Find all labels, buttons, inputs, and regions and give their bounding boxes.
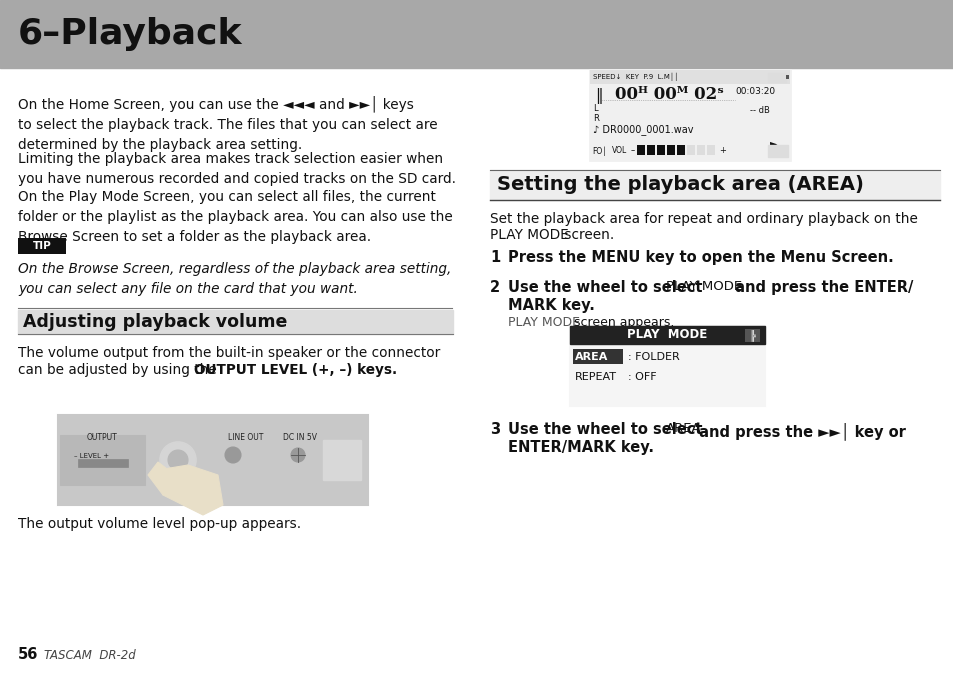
Text: Use the wheel to select: Use the wheel to select [507, 280, 707, 295]
Bar [490, 170, 939, 200]
Bar [697, 145, 704, 155]
Text: screen appears.: screen appears. [569, 316, 674, 329]
Text: ►: ► [769, 138, 777, 148]
Circle shape [168, 450, 188, 470]
Bar [706, 145, 714, 155]
Bar [767, 73, 785, 82]
Text: 1: 1 [490, 250, 499, 265]
Bar [0, 0, 953, 68]
Polygon shape [158, 465, 223, 515]
Text: ‖: ‖ [595, 88, 602, 104]
Text: VOL: VOL [612, 146, 626, 155]
Bar [573, 349, 622, 364]
Text: ♪ DR0000_0001.wav: ♪ DR0000_0001.wav [593, 124, 693, 135]
Circle shape [225, 447, 241, 463]
Text: ENTER/MARK key.: ENTER/MARK key. [507, 440, 654, 455]
Bar [78, 459, 128, 467]
Text: FO│: FO│ [592, 146, 606, 156]
Text: : FOLDER: : FOLDER [627, 352, 679, 362]
Text: Setting the playback area (AREA): Setting the playback area (AREA) [497, 175, 863, 194]
Text: 56: 56 [18, 647, 38, 662]
Circle shape [291, 448, 305, 462]
Text: LINE OUT: LINE OUT [228, 433, 263, 442]
Text: On the Browse Screen, regardless of the playback area setting,
you can select an: On the Browse Screen, regardless of the … [18, 262, 451, 296]
Text: –: – [630, 146, 635, 155]
Bar [785, 75, 788, 79]
Text: screen.: screen. [559, 228, 614, 242]
Text: MARK key.: MARK key. [507, 298, 595, 313]
Text: and press the ►►│ key or: and press the ►►│ key or [693, 422, 905, 440]
Bar [686, 145, 695, 155]
Bar [646, 145, 655, 155]
Bar [657, 145, 664, 155]
Text: 00:03:20: 00:03:20 [734, 87, 774, 96]
Text: DC IN 5V: DC IN 5V [283, 433, 316, 442]
Bar [60, 435, 145, 485]
Text: On the Home Screen, you can use the ◄◄◄ and ►►│ keys
to select the playback trac: On the Home Screen, you can use the ◄◄◄ … [18, 95, 437, 152]
Text: Adjusting playback volume: Adjusting playback volume [23, 313, 287, 331]
Text: 00ᴴ 00ᴹ 02ˢ: 00ᴴ 00ᴹ 02ˢ [615, 86, 723, 103]
Bar [744, 329, 760, 342]
Text: AREA: AREA [665, 422, 700, 435]
Bar [767, 145, 787, 157]
Text: and press the ENTER/: and press the ENTER/ [729, 280, 912, 295]
Text: Use the wheel to select: Use the wheel to select [507, 422, 707, 437]
Text: 6–Playback: 6–Playback [18, 17, 242, 51]
Polygon shape [148, 462, 172, 495]
Text: OUTPUT LEVEL (+, –) keys.: OUTPUT LEVEL (+, –) keys. [193, 363, 396, 377]
Bar [666, 145, 675, 155]
Text: PLAY MODE: PLAY MODE [665, 280, 741, 293]
Bar [58, 415, 368, 505]
Text: OUTPUT: OUTPUT [87, 433, 117, 442]
Text: REPEAT: REPEAT [575, 372, 617, 382]
Bar [323, 440, 360, 480]
Text: +: + [719, 146, 725, 155]
Bar [589, 70, 789, 160]
Text: Set the playback area for repeat and ordinary playback on the: Set the playback area for repeat and ord… [490, 212, 917, 226]
Text: SPEED↓  KEY  P.9  L.M││: SPEED↓ KEY P.9 L.M││ [593, 73, 678, 81]
Bar [589, 70, 789, 84]
Text: AREA: AREA [575, 352, 608, 362]
Text: 2: 2 [490, 280, 499, 295]
Text: – LEVEL +: – LEVEL + [74, 453, 109, 459]
Circle shape [160, 442, 195, 478]
Text: R: R [593, 114, 598, 123]
Text: can be adjusted by using the: can be adjusted by using the [18, 363, 221, 377]
Bar [18, 310, 453, 334]
Text: 3: 3 [490, 422, 499, 437]
Text: PLAY  MODE: PLAY MODE [626, 328, 706, 341]
Text: PLAY MODE: PLAY MODE [490, 228, 568, 242]
Text: The output volume level pop-up appears.: The output volume level pop-up appears. [18, 517, 301, 531]
Text: On the Play Mode Screen, you can select all files, the current
folder or the pla: On the Play Mode Screen, you can select … [18, 190, 453, 244]
Text: L: L [593, 104, 597, 113]
Text: : OFF: : OFF [627, 372, 656, 382]
Text: PLAY MODE: PLAY MODE [507, 316, 579, 329]
Bar [637, 145, 644, 155]
Text: TIP: TIP [32, 241, 51, 251]
Bar [18, 238, 66, 254]
Text: TASCAM  DR-2d: TASCAM DR-2d [44, 649, 135, 662]
Text: ╠: ╠ [748, 329, 754, 341]
Text: The volume output from the built-in speaker or the connector: The volume output from the built-in spea… [18, 346, 439, 360]
Text: -- dB: -- dB [749, 106, 769, 115]
Bar [569, 326, 764, 344]
Bar [569, 326, 764, 406]
Bar [677, 145, 684, 155]
Text: Limiting the playback area makes track selection easier when
you have numerous r: Limiting the playback area makes track s… [18, 152, 456, 186]
Text: Press the MENU key to open the Menu Screen.: Press the MENU key to open the Menu Scre… [507, 250, 893, 265]
